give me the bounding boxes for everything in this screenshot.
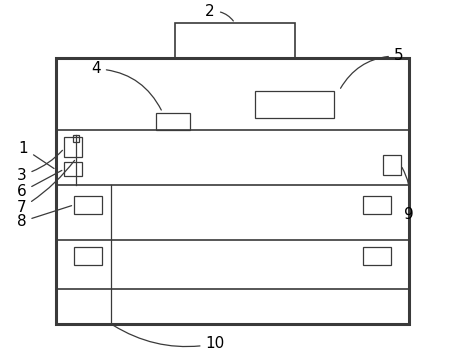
Text: 5: 5: [340, 48, 403, 88]
Bar: [255, 91, 334, 118]
Bar: [383, 155, 401, 175]
Text: 3: 3: [17, 150, 62, 182]
Bar: [74, 196, 102, 214]
Bar: [73, 135, 79, 142]
Text: 9: 9: [402, 168, 413, 222]
Text: 4: 4: [91, 61, 161, 110]
Bar: [56, 58, 408, 324]
Text: 8: 8: [17, 206, 72, 229]
Bar: [156, 112, 190, 130]
Text: 2: 2: [205, 4, 233, 21]
Bar: [64, 137, 82, 157]
Bar: [176, 23, 294, 58]
Bar: [64, 162, 82, 176]
Bar: [363, 196, 391, 214]
Text: 1: 1: [19, 141, 54, 168]
Bar: [363, 247, 391, 265]
Bar: [74, 247, 102, 265]
Text: 7: 7: [17, 160, 74, 215]
Text: 6: 6: [17, 171, 62, 199]
Text: 10: 10: [113, 325, 225, 351]
